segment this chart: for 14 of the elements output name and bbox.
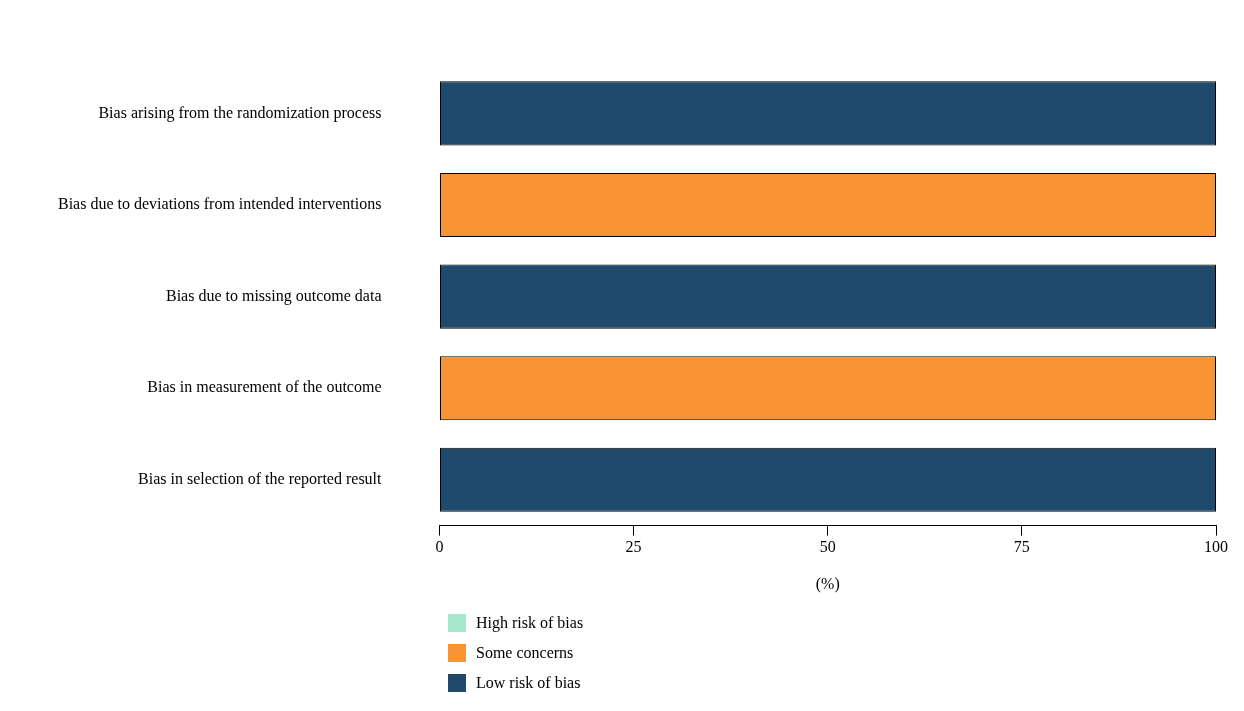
legend-label: Low risk of bias — [476, 674, 581, 692]
x-tick-label: 75 — [1013, 538, 1030, 556]
y-tick-label: Bias arising from the randomization process — [98, 103, 382, 122]
x-tick-label: 50 — [819, 538, 836, 556]
legend-label: Some concerns — [476, 644, 574, 662]
y-tick-label: Bias in measurement of the outcome — [147, 378, 382, 396]
legend-label: High risk of bias — [476, 614, 584, 632]
y-tick-label: Bias in selection of the reported result — [138, 470, 383, 488]
x-tick-label: 100 — [1204, 538, 1228, 556]
x-axis-title: (%) — [815, 574, 840, 593]
y-tick-label: Bias due to deviations from intended interventions — [57, 195, 382, 213]
y-tick-label: Bias due to missing outcome data — [165, 286, 382, 305]
x-tick-label: 25 — [625, 538, 642, 556]
x-tick-label: 0 — [435, 538, 444, 556]
